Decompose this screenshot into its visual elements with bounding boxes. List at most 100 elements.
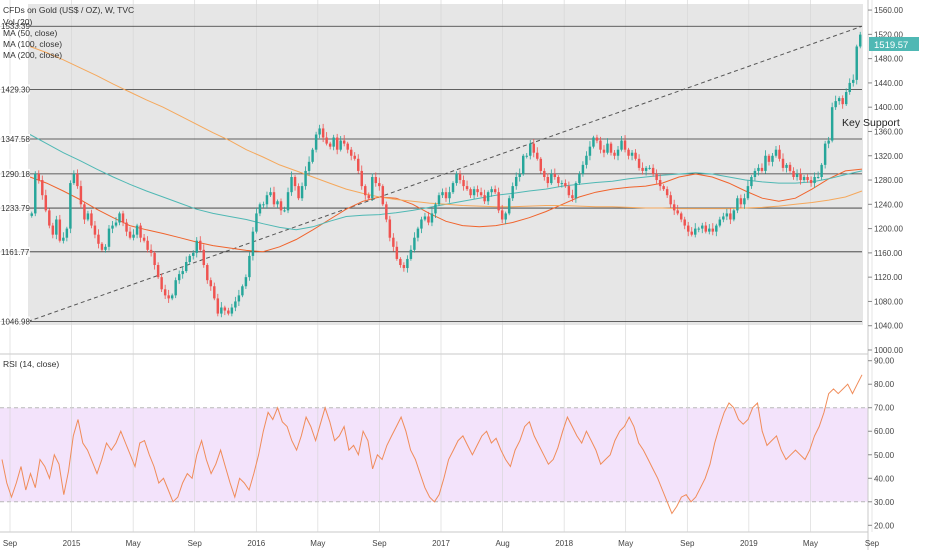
time-tick-label: 2018: [555, 539, 573, 548]
moving-average-line: [29, 46, 863, 210]
candle-body: [328, 143, 332, 147]
candle-body: [269, 192, 272, 196]
candle-body: [686, 225, 690, 232]
candle-body: [192, 252, 195, 256]
trendline[interactable]: [27, 25, 863, 322]
candle-body: [757, 167, 760, 171]
candle-body: [139, 225, 142, 238]
level-label: 1347.58: [1, 135, 30, 144]
price-axis: 1560.00 1520.00 1480.00 1440.00 1400.00 1360.…: [868, 6, 903, 355]
rsi-label[interactable]: RSI (14, close): [3, 359, 59, 369]
price-tick-label: 1000.00: [874, 346, 903, 355]
candle-body: [578, 173, 581, 184]
candle-body: [318, 128, 321, 135]
candle-body: [750, 177, 753, 187]
legend-vol[interactable]: Vol (20): [3, 17, 32, 27]
candle-body: [427, 216, 430, 223]
candle-body: [588, 146, 592, 156]
level-label: 1290.18: [1, 170, 30, 179]
rsi-tick-label: 20.00: [874, 521, 895, 530]
key-support-annotation: Key Support: [842, 117, 900, 129]
candle-body: [665, 189, 669, 196]
candle-body: [830, 107, 834, 141]
candle-body: [72, 173, 76, 184]
candle-body: [230, 307, 234, 314]
candle-body: [518, 173, 521, 177]
candle-body: [715, 225, 718, 232]
candle-body: [142, 237, 146, 241]
candle-body: [522, 155, 525, 174]
time-tick-label: 2017: [432, 539, 450, 548]
candle-body: [388, 219, 392, 238]
candle-body: [736, 198, 739, 211]
candle-body: [41, 180, 44, 196]
candle-body: [634, 152, 637, 159]
time-tick-label: Sep: [3, 539, 18, 548]
price-tick-label: 1440.00: [874, 79, 903, 88]
candle-body: [774, 149, 778, 156]
time-tick-label: Sep: [188, 539, 203, 548]
rsi-tick-label: 50.00: [874, 451, 895, 460]
candle-body: [711, 228, 715, 232]
candle-body: [859, 34, 862, 47]
candle-body: [213, 286, 216, 299]
candle-body: [79, 186, 83, 205]
candle-body: [844, 92, 848, 105]
candle-body: [304, 170, 307, 187]
candle-body: [620, 140, 623, 150]
candle-body: [434, 204, 437, 214]
candle-body: [262, 204, 265, 206]
time-axis: Sep 2015 May Sep 2016 May Sep 2017 Aug 2018 May Sep…: [3, 539, 880, 548]
legend-ma50[interactable]: MA (50, close): [3, 28, 57, 38]
candle-body: [785, 164, 788, 168]
candle-body: [314, 134, 318, 150]
candle-body: [623, 140, 627, 150]
candle-body: [500, 210, 504, 220]
level-label-bg: [0, 134, 30, 145]
candle-body: [111, 225, 114, 229]
price-tick-label: 1360.00: [874, 127, 903, 136]
candle-body: [37, 173, 41, 181]
level-label: 1161.77: [1, 248, 30, 257]
candle-body: [694, 228, 697, 235]
candle-body: [469, 189, 472, 196]
candle-body: [325, 137, 328, 144]
candle-body: [697, 228, 700, 230]
candle-body: [581, 164, 585, 174]
level-label-bg: [0, 168, 30, 179]
candle-body: [514, 177, 518, 187]
candle-body: [339, 140, 342, 150]
candle-body: [188, 255, 191, 262]
candle-body: [683, 219, 686, 226]
candle-body: [357, 158, 360, 171]
price-tick-label: 1120.00: [874, 273, 903, 282]
candle-body: [395, 246, 399, 259]
price-tick-label: 1280.00: [874, 176, 903, 185]
legend-ma100[interactable]: MA (100, close): [3, 39, 62, 49]
candle-body: [437, 195, 441, 205]
candle-body: [451, 183, 455, 193]
candle-body: [504, 213, 507, 220]
candle-body: [536, 152, 539, 159]
candle-body: [609, 143, 613, 153]
candle-body: [816, 177, 820, 178]
candle-body: [420, 219, 423, 229]
candle-body: [114, 222, 118, 226]
candle-body: [848, 82, 851, 93]
candle-body: [272, 192, 276, 205]
candle-body: [644, 167, 648, 171]
candle-body: [184, 261, 188, 272]
candle-body: [100, 243, 104, 250]
candle-body: [402, 265, 406, 269]
candle-body: [146, 240, 149, 250]
rsi-band: [0, 407, 868, 502]
rsi-line: [1, 374, 863, 515]
candle-body: [823, 143, 827, 165]
time-tick-label: May: [126, 539, 141, 548]
candle-body: [349, 149, 353, 156]
legend-ma200[interactable]: MA (200, close): [3, 50, 62, 60]
candle-body: [367, 195, 370, 199]
candle-body: [704, 225, 708, 232]
